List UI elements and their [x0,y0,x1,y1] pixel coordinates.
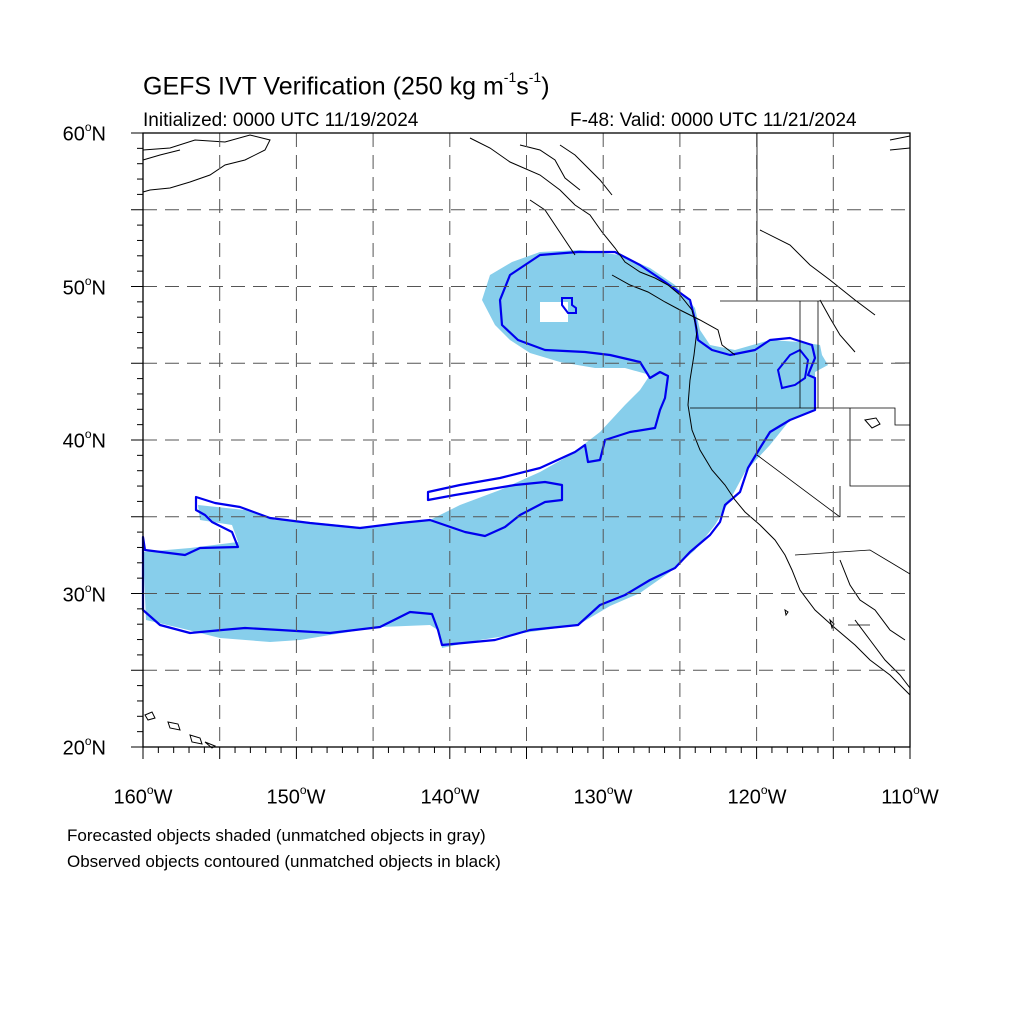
chart-title: GEFS IVT Verification (250 kg m-1s-1) [143,69,550,101]
lon-label-110: 110oW [881,783,939,809]
lon-label-150: 150oW [266,783,326,809]
observed-object-inner-loop [561,297,577,314]
axis-ticks [131,132,911,759]
lat-label-40: 40oN [62,427,106,453]
forecast-object-fill [143,250,828,648]
map-grid [143,133,910,747]
lat-label-50: 50oN [62,274,106,300]
valid-time: F-48: Valid: 0000 UTC 11/21/2024 [570,110,857,131]
lon-label-140: 140oW [420,783,480,809]
observed-object-east-lobe [776,348,810,390]
lat-label-20: 20oN [62,734,106,760]
observed-object-contour [141,250,817,647]
lon-label-130: 130oW [573,783,633,809]
lat-label-60: 60oN [62,120,106,146]
observed-note: Observed objects contoured (unmatched ob… [67,852,501,871]
lon-label-160: 160oW [113,783,173,809]
forecast-note: Forecasted objects shaded (unmatched obj… [67,826,486,845]
initialized-time: Initialized: 0000 UTC 11/19/2024 [143,110,419,131]
forecast-object-hole [540,302,568,322]
lon-label-120: 120oW [727,783,787,809]
lat-label-30: 30oN [62,581,106,607]
